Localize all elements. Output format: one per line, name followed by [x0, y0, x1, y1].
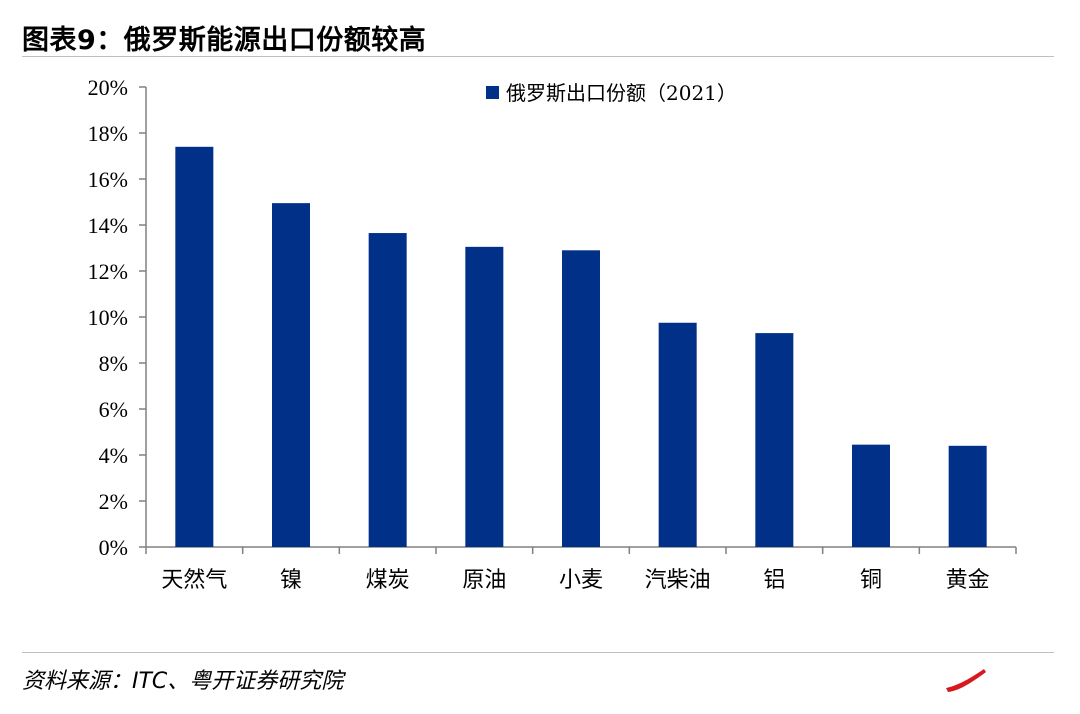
bar-chart: 0% 2% 4% 6% 8% 10% 12% 14% 16% 18% 20% 天然气 镍 煤炭 原油 小麦 汽柴…: [88, 75, 1017, 593]
bar-8: [852, 444, 890, 547]
y-tick-label: 8%: [99, 351, 128, 376]
y-tick-label: 0%: [99, 535, 128, 560]
y-tick-label: 16%: [88, 167, 128, 192]
legend-swatch: [486, 86, 499, 99]
footer-divider: [22, 652, 1054, 653]
legend-label: 俄罗斯出口份额（2021）: [506, 81, 737, 105]
bar-3: [368, 233, 407, 548]
x-category-label: 铜: [860, 568, 882, 593]
bar-9: [948, 445, 987, 547]
x-category-label: 黄金: [946, 568, 990, 593]
y-tick-label: 14%: [88, 213, 128, 238]
x-category-label: 原油: [462, 568, 506, 593]
bar-1: [175, 146, 214, 548]
bar-4: [465, 246, 504, 547]
y-tick-label: 6%: [99, 397, 128, 422]
y-tick-label: 4%: [99, 443, 128, 468]
x-category-label: 煤炭: [366, 568, 410, 593]
figure-title: 图表9：俄罗斯能源出口份额较高: [22, 25, 427, 56]
source-note: 资料来源：ITC、粤开证券研究院: [22, 669, 344, 694]
x-category-label: 天然气: [161, 568, 227, 593]
y-tick-label: 10%: [88, 305, 128, 330]
x-category-label: 铝: [763, 568, 785, 593]
y-tick-label: 18%: [88, 121, 128, 146]
y-tick-label: 12%: [88, 259, 128, 284]
bar-2: [272, 203, 310, 547]
x-category-label: 镍: [280, 568, 302, 593]
title-divider: [22, 56, 1054, 57]
brand-swoosh-logo: [946, 669, 986, 692]
x-category-label: 小麦: [559, 568, 603, 593]
x-category-label: 汽柴油: [645, 568, 711, 593]
bar-6: [658, 322, 697, 547]
bar-7: [755, 333, 794, 547]
bar-5: [562, 250, 600, 548]
y-tick-label: 2%: [99, 489, 128, 514]
y-tick-label: 20%: [88, 75, 128, 100]
